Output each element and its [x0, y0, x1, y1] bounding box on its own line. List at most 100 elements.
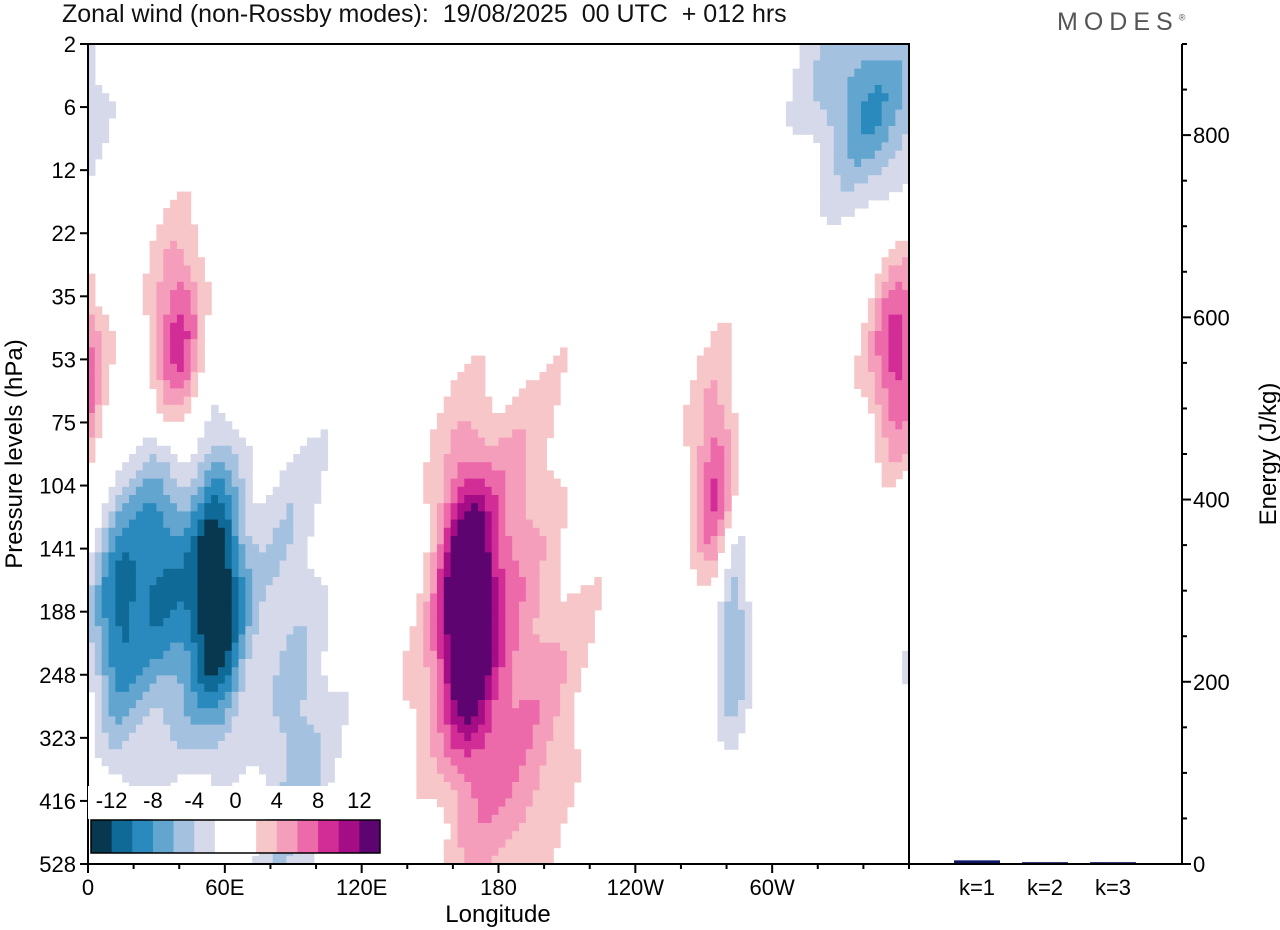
heat-cell [874, 404, 883, 414]
heat-cell [498, 667, 506, 676]
heat-cell [560, 601, 568, 611]
heat-cell [272, 773, 281, 783]
heat-cell [847, 101, 855, 111]
heat-cell [525, 708, 534, 717]
heat-cell [183, 199, 192, 209]
heat-cell [286, 527, 294, 537]
heat-cell [300, 650, 308, 660]
heat-cell [505, 462, 513, 471]
heat-cell [245, 626, 253, 635]
heat-cell [539, 462, 547, 471]
heat-cell [265, 503, 274, 512]
heat-cell [436, 568, 445, 578]
heat-cell [149, 380, 158, 389]
heat-cell [498, 798, 506, 808]
heat-cell [129, 486, 137, 496]
heat-cell [423, 716, 431, 726]
heat-cell [902, 134, 909, 143]
heat-cell [217, 577, 226, 586]
heat-cell [525, 519, 534, 529]
heat-cell [450, 380, 459, 389]
heat-cell [156, 298, 164, 307]
heat-cell [532, 421, 541, 430]
heat-cell [450, 732, 459, 742]
heat-cell [306, 495, 315, 504]
heat-cell [293, 486, 301, 496]
heat-cell [484, 782, 493, 791]
heat-cell [176, 683, 185, 693]
heat-cell [854, 199, 862, 209]
heat-cell [471, 708, 479, 717]
heat-cell [457, 486, 465, 496]
heat-cell [443, 691, 452, 701]
heat-cell [566, 765, 575, 775]
heat-cell [149, 339, 158, 348]
heat-cell [512, 642, 520, 652]
heat-cell [245, 462, 253, 471]
heat-cell [204, 716, 212, 726]
heat-cell [696, 372, 705, 381]
heat-cell [170, 413, 178, 422]
heat-cell [231, 700, 240, 709]
heat-cell [101, 741, 110, 750]
heat-cell [471, 593, 479, 603]
heat-cell [471, 765, 479, 775]
heat-cell [546, 741, 554, 750]
heat-cell [457, 372, 465, 381]
colorbar-swatch [194, 820, 216, 853]
heat-cell [505, 847, 513, 857]
heat-cell [464, 478, 472, 488]
heat-cell [498, 552, 506, 562]
heat-cell [580, 634, 589, 644]
heat-cell [854, 126, 862, 135]
heat-cell [252, 560, 260, 570]
heat-cell [519, 568, 527, 578]
heat-cell [826, 167, 835, 176]
heat-cell [430, 650, 438, 660]
heat-cell [176, 380, 185, 389]
heat-cell [847, 117, 855, 127]
heat-cell [293, 642, 301, 652]
heat-cell [471, 839, 479, 849]
heat-cell [163, 413, 171, 422]
heat-cell [546, 634, 554, 644]
heat-cell [477, 478, 486, 488]
heat-cell [457, 470, 465, 480]
heat-cell [820, 175, 828, 184]
heat-cell [436, 659, 445, 668]
heat-cell [902, 322, 909, 332]
heat-cell [847, 208, 855, 217]
heat-cell [231, 552, 240, 562]
heat-cell [744, 626, 753, 635]
heat-cell [443, 536, 452, 545]
heat-cell [190, 281, 199, 291]
heat-cell [696, 560, 705, 570]
heat-cell [156, 314, 164, 324]
heat-cell [211, 536, 219, 545]
heat-cell [149, 240, 158, 250]
heat-cell [477, 798, 486, 808]
heat-cell [902, 240, 909, 250]
heat-cell [539, 650, 547, 660]
heat-cell [238, 732, 246, 742]
heat-cell [224, 577, 233, 586]
heat-cell [183, 724, 192, 734]
heat-cell [272, 642, 281, 652]
heat-cell [546, 675, 554, 685]
colorbar-swatch [276, 820, 298, 853]
heat-cell [737, 724, 746, 734]
heat-cell [512, 421, 520, 430]
heat-cell [491, 568, 500, 578]
heat-cell [881, 372, 890, 381]
heat-cell [204, 691, 212, 701]
heat-cell [888, 347, 896, 357]
heat-cell [149, 486, 158, 496]
heat-cell [744, 667, 753, 676]
heat-cell [416, 741, 424, 750]
heat-cell [861, 158, 869, 168]
heat-cell [183, 322, 192, 332]
heat-cell [874, 126, 883, 135]
y-tick-label: 35 [52, 284, 76, 309]
heat-cell [245, 683, 253, 693]
heat-cell [313, 478, 322, 488]
